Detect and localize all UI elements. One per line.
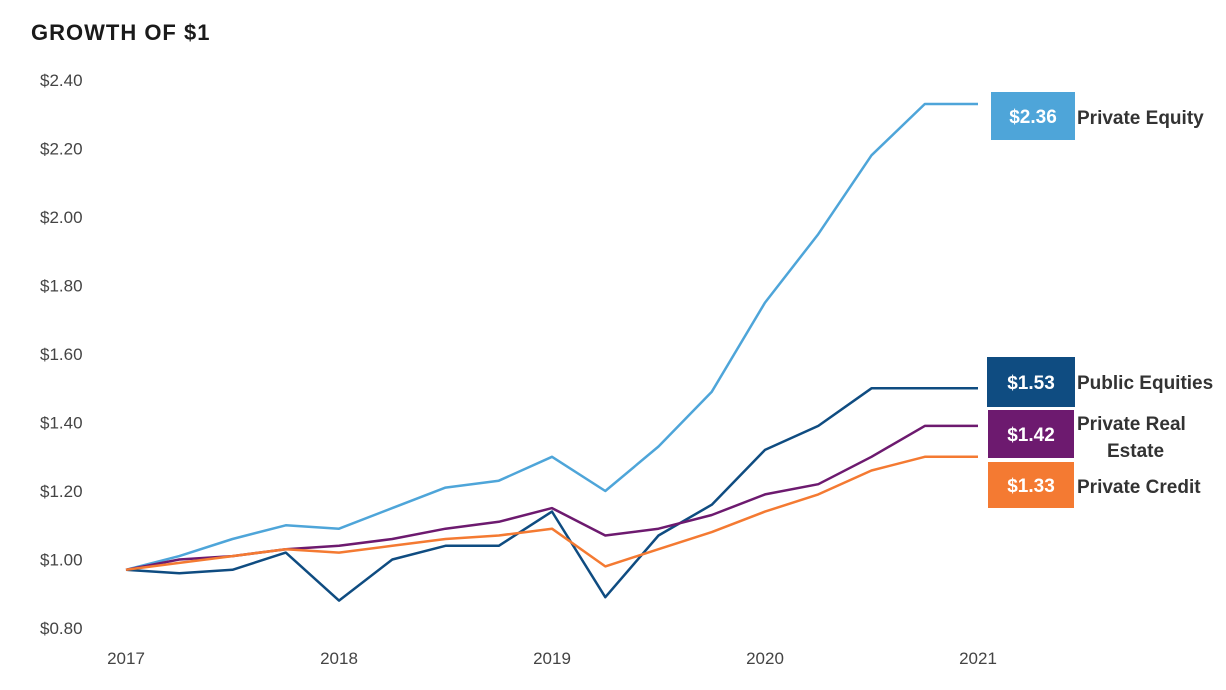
series-line: [125, 387, 978, 602]
x-tick-label: 2021: [959, 649, 997, 668]
x-tick-label: 2020: [746, 649, 784, 668]
end-value-badge: [988, 410, 1074, 458]
series-name-label: Public Equities: [1077, 373, 1213, 394]
chart-title: GROWTH OF $1: [31, 20, 211, 45]
y-tick-label: $2.40: [40, 71, 83, 90]
series-name-label: Private Credit: [1077, 477, 1201, 498]
end-value-label: $2.36: [1009, 107, 1057, 128]
series-line: [125, 424, 978, 572]
end-value-badge: [987, 357, 1075, 407]
y-axis: $0.80 $1.00 $1.20 $1.40 $1.60 $1.80 $2.00 $2.20…: [40, 71, 83, 638]
y-tick-label: $1.60: [40, 345, 83, 364]
y-tick-label: $2.00: [40, 208, 83, 227]
y-tick-label: $0.80: [40, 619, 83, 638]
x-tick-label: 2018: [320, 649, 358, 668]
end-value-label: $1.42: [1007, 425, 1055, 446]
end-value-label: $1.33: [1007, 476, 1055, 497]
y-tick-label: $1.80: [40, 277, 83, 296]
y-tick-label: $1.00: [40, 551, 83, 570]
series-line: [125, 102, 978, 572]
series-labels: $2.36 Private Equity $1.53 Public Equities $…: [987, 92, 1213, 508]
y-tick-label: $1.20: [40, 482, 83, 501]
series-lines: [125, 102, 978, 602]
series-name-label: Private Real Estate: [1077, 414, 1186, 462]
y-tick-label: $1.40: [40, 414, 83, 433]
end-value-badge: [991, 92, 1075, 140]
series-name-label: Private Equity: [1077, 108, 1204, 129]
end-value-label: $1.53: [1007, 373, 1055, 394]
end-value-badge: [988, 462, 1074, 508]
x-tick-label: 2017: [107, 649, 145, 668]
y-tick-label: $2.20: [40, 140, 83, 159]
series-line: [125, 455, 978, 572]
x-axis: 2017 2018 2019 2020 2021: [107, 649, 997, 668]
x-tick-label: 2019: [533, 649, 571, 668]
